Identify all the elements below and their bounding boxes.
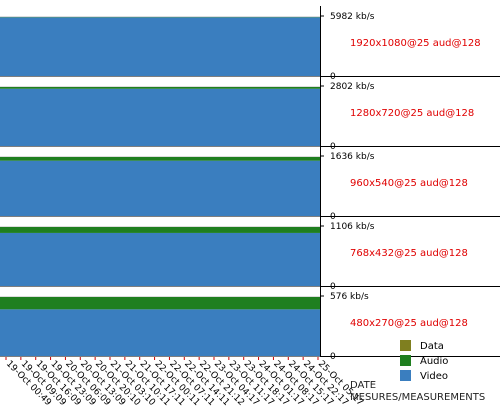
area-video [0,17,320,77]
area-video [0,232,320,286]
y-max-label: 5982 kb/s [330,12,375,22]
area-audio [0,296,320,310]
x-axis-label: DATE [350,380,376,391]
area-audio [0,226,320,233]
y-max-label: 1636 kb/s [330,152,375,162]
panel-label: 1280x720@25 aud@128 [350,108,474,119]
panel-5: 576 kb/s 0 480x270@25 aud@128 [0,286,500,362]
x-axis-label-2: MESURES/MEASUREMENTS [350,392,485,403]
panel-label: 960x540@25 aud@128 [350,178,468,189]
legend-item-data: Data [400,340,444,352]
panel-2: 2802 kb/s 0 1280x720@25 aud@128 [0,76,500,152]
legend-label: Video [420,371,448,382]
panel-1: 5982 kb/s 0 1920x1080@25 aud@128 [0,6,500,82]
area-video [0,88,320,146]
y-min-label: 0 [330,282,336,292]
y-min-label: 0 [330,212,336,222]
legend-item-audio: Audio [400,355,448,367]
legend-label: Audio [420,356,448,367]
area-audio [0,86,320,89]
legend-swatch [400,355,411,366]
y-min-label: 0 [330,72,336,82]
panel-3: 1636 kb/s 0 960x540@25 aud@128 [0,146,500,222]
y-max-label: 1106 kb/s [330,222,375,232]
area-video [0,309,320,356]
legend: Data Audio Video [400,340,448,382]
y-min-label: 0 [330,352,336,362]
panel-label: 1920x1080@25 aud@128 [350,38,481,49]
area-audio [0,156,320,161]
panel-label: 768x432@25 aud@128 [350,248,468,259]
area-video [0,160,320,216]
y-min-label: 0 [330,142,336,152]
y-max-label: 2802 kb/s [330,82,375,92]
legend-label: Data [420,341,444,352]
legend-swatch [400,340,411,351]
y-max-label: 576 kb/s [330,292,369,302]
legend-swatch [400,370,411,381]
panel-4: 1106 kb/s 0 768x432@25 aud@128 [0,216,500,292]
panel-label: 480x270@25 aud@128 [350,318,468,329]
legend-item-video: Video [400,370,448,382]
